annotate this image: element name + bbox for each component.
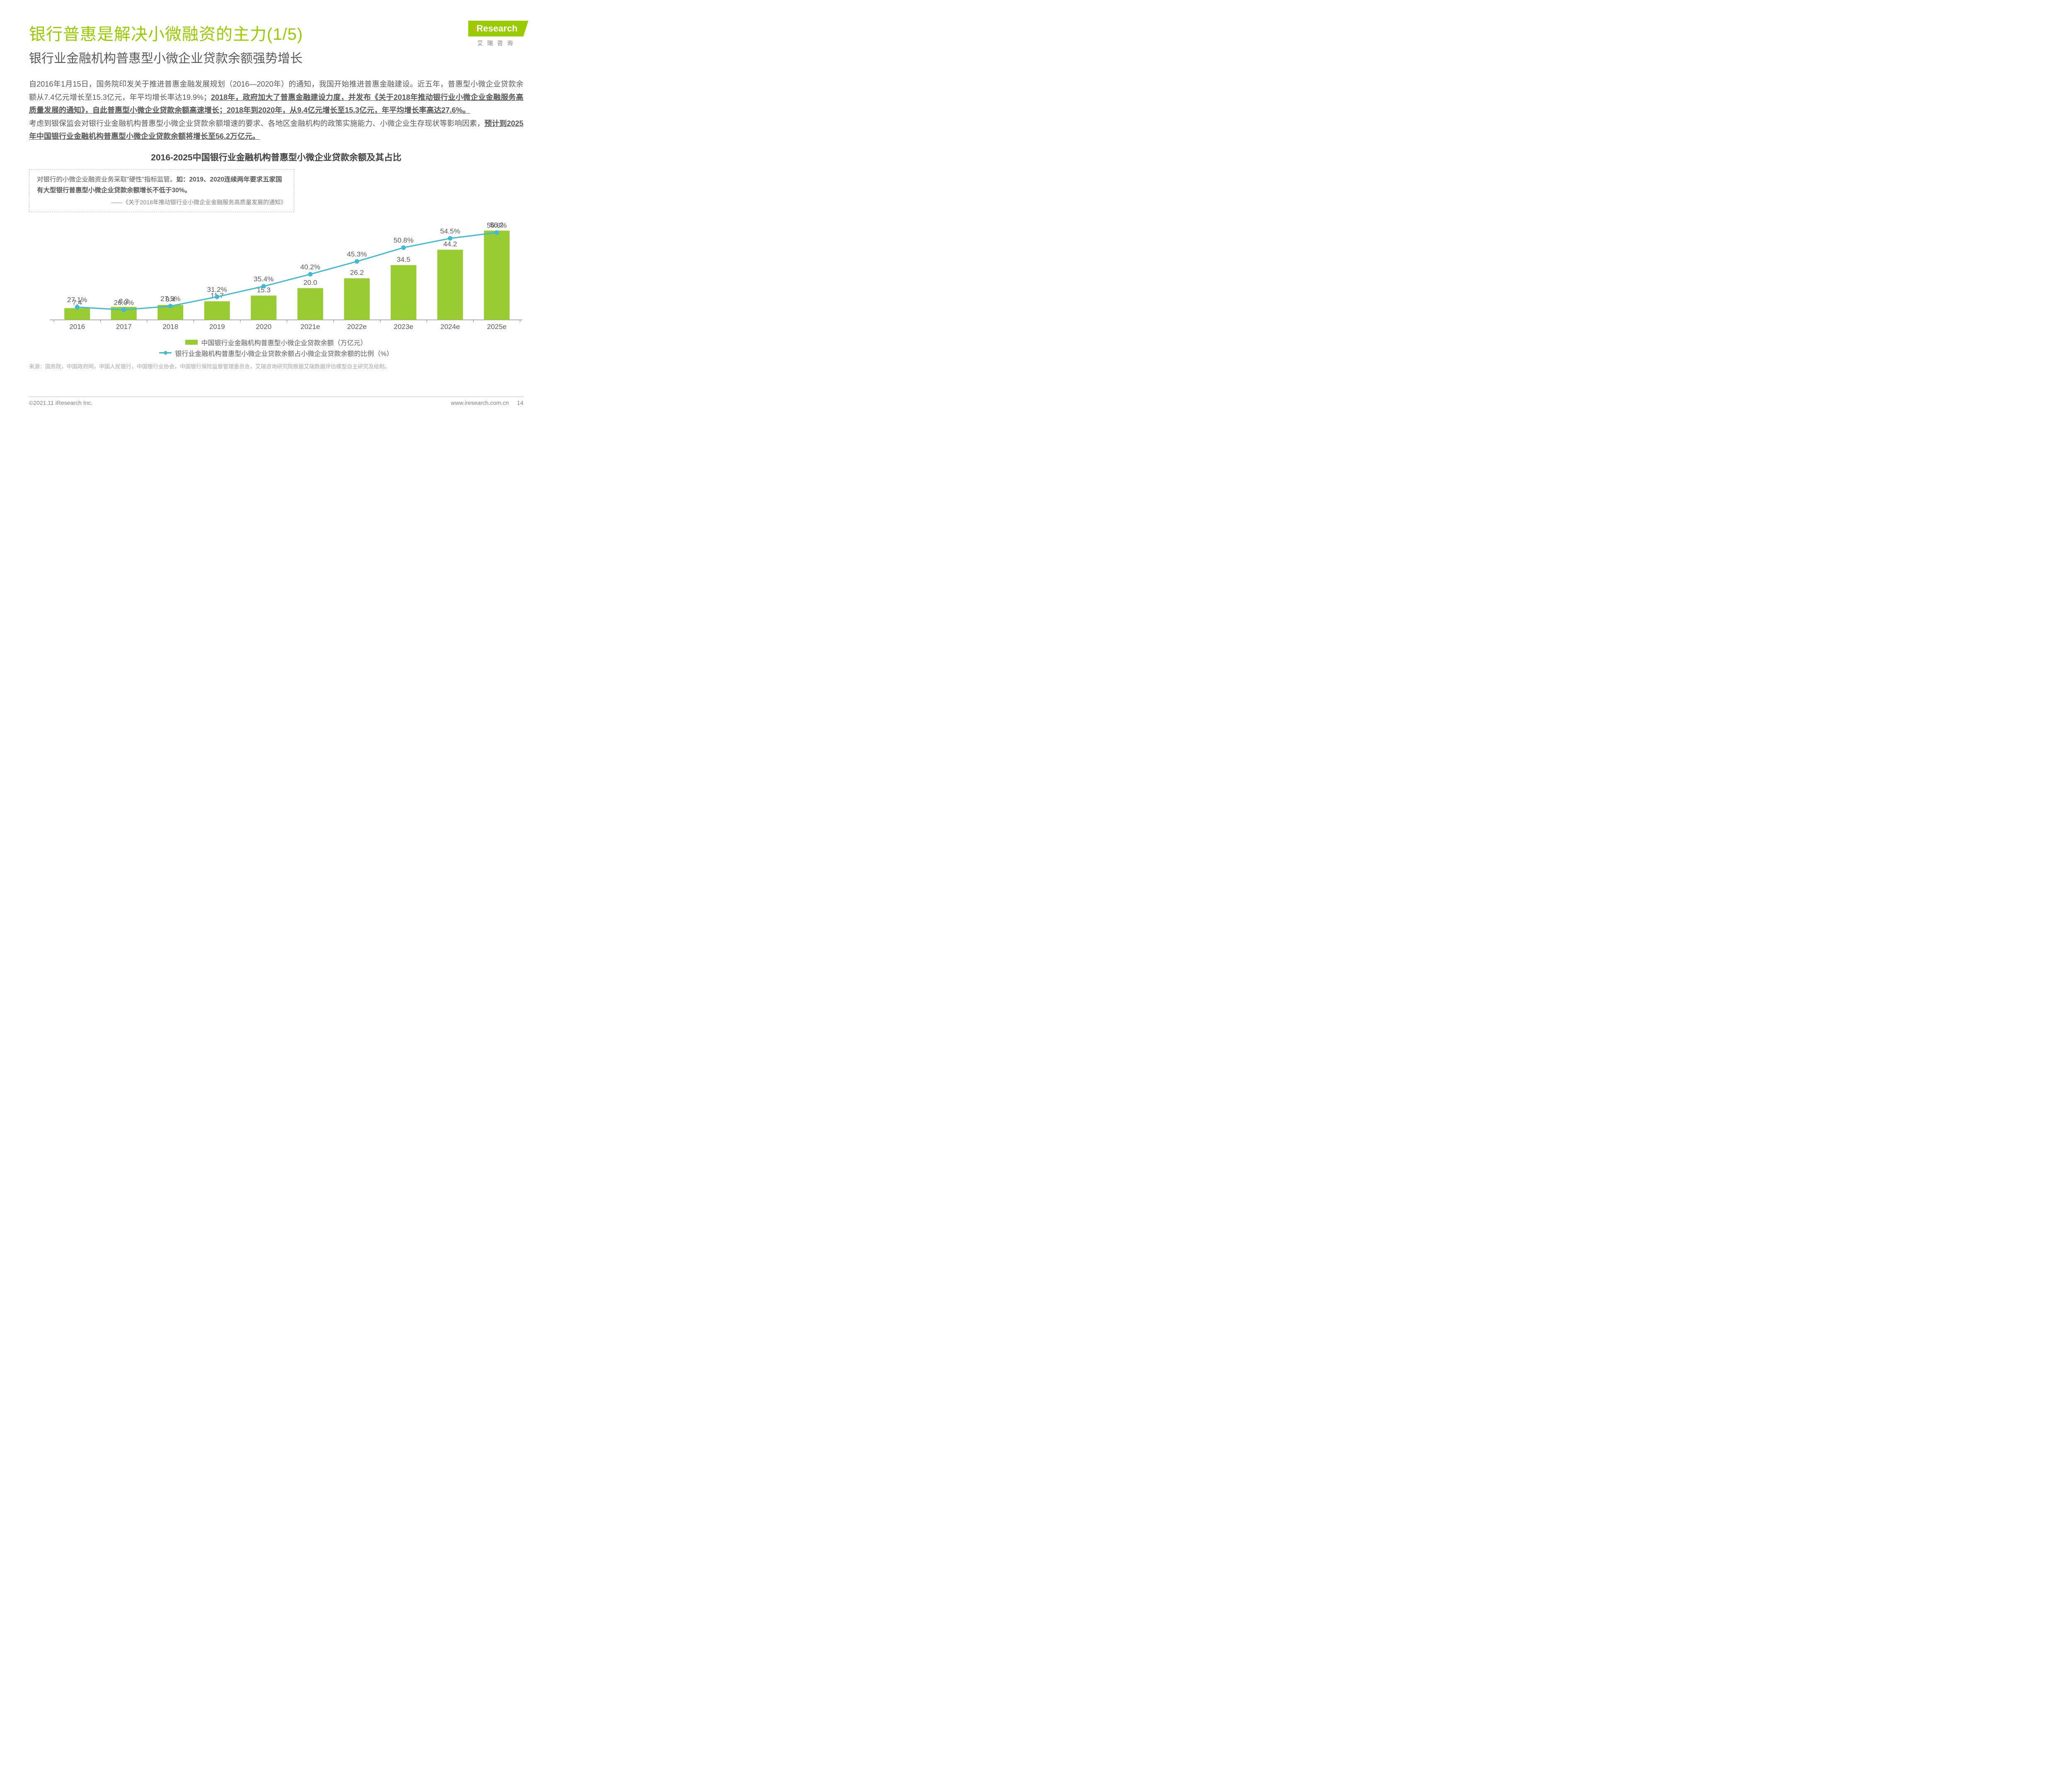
svg-text:26.2: 26.2: [350, 269, 364, 277]
combo-chart: 7.420168.220179.4201811.7201915.3202020.…: [29, 200, 523, 336]
svg-text:2017: 2017: [116, 323, 132, 331]
page-number: 14: [517, 399, 523, 406]
svg-text:44.2: 44.2: [443, 240, 457, 248]
page-subtitle: 银行业金融机构普惠型小微企业贷款余额强势增长: [29, 48, 523, 66]
svg-text:27.5%: 27.5%: [160, 295, 180, 303]
note-citation: ——《关于2018年推动银行业小微企业金融服务高质量发展的通知》: [37, 198, 286, 208]
chart-note-box: 对银行的小微企业融资业务采取"硬性"指标监管。如：2019、2020连续两年要求…: [29, 169, 294, 212]
svg-text:2024e: 2024e: [441, 323, 460, 331]
svg-text:26.0%: 26.0%: [114, 299, 134, 307]
legend-line-label: 银行业金融机构普惠型小微企业贷款余额占小微企业贷款余额的比例（%）: [175, 348, 393, 358]
legend-bar-label: 中国银行业金融机构普惠型小微企业贷款余额（万亿元）: [201, 337, 367, 347]
body-paragraph: 自2016年1月15日，国务院印发关于推进普惠金融发展规划（2016—2020年…: [29, 78, 523, 143]
legend-row-line: 银行业金融机构普惠型小微企业贷款余额占小微企业贷款余额的比例（%）: [29, 348, 523, 358]
svg-text:27.1%: 27.1%: [67, 296, 87, 304]
svg-text:2018: 2018: [162, 323, 178, 331]
legend-line-swatch: [159, 352, 172, 353]
logo-subtext: 艾瑞咨询: [468, 39, 523, 47]
chart-svg: 7.420168.220179.4201811.7201915.3202020.…: [29, 200, 523, 336]
chart-title: 2016-2025中国银行业金融机构普惠型小微企业贷款余额及其占比: [29, 151, 523, 163]
svg-text:2020: 2020: [256, 323, 271, 331]
svg-text:20.0: 20.0: [303, 278, 317, 286]
body-p2a: 考虑到银保监会对银行业金融机构普惠型小微企业贷款余额增速的要求、各地区金融机构的…: [29, 119, 484, 128]
header: iResearch 艾瑞咨询 银行普惠是解决小微融资的主力(1/5) 银行业金融…: [29, 21, 523, 66]
footer-right: www.iresearch.com.cn 14: [451, 399, 523, 406]
svg-text:2021e: 2021e: [300, 323, 320, 331]
svg-text:50.8%: 50.8%: [394, 237, 414, 244]
svg-text:31.2%: 31.2%: [207, 285, 227, 293]
svg-text:40.2%: 40.2%: [300, 263, 320, 271]
logo: iResearch 艾瑞咨询: [468, 21, 523, 47]
svg-text:45.3%: 45.3%: [347, 250, 367, 258]
footer-copyright: ©2021.11 iResearch Inc.: [29, 399, 92, 406]
footer-url: www.iresearch.com.cn: [451, 399, 509, 406]
svg-text:54.5%: 54.5%: [440, 227, 460, 235]
svg-text:2022e: 2022e: [347, 323, 367, 331]
svg-text:35.4%: 35.4%: [254, 275, 274, 283]
chart-legend: 中国银行业金融机构普惠型小微企业贷款余额（万亿元） 银行业金融机构普惠型小微企业…: [29, 337, 523, 358]
svg-text:34.5: 34.5: [397, 256, 410, 264]
svg-text:2016: 2016: [69, 323, 85, 331]
svg-text:56.8%: 56.8%: [487, 221, 507, 229]
svg-text:2025e: 2025e: [487, 323, 506, 331]
source-note: 来源：国务院，中国政府网，中国人民银行，中国银行业协会，中国银行保险监督管理委员…: [29, 362, 523, 370]
note-a: 对银行的小微企业融资业务采取"硬性"指标监管。: [37, 176, 177, 183]
logo-badge: iResearch: [468, 21, 523, 36]
page-title: 银行普惠是解决小微融资的主力(1/5): [29, 21, 523, 45]
legend-bar-swatch: [185, 340, 198, 345]
svg-text:2019: 2019: [209, 323, 225, 331]
legend-row-bar: 中国银行业金融机构普惠型小微企业贷款余额（万亿元）: [29, 337, 523, 347]
svg-text:2023e: 2023e: [394, 323, 413, 331]
footer: ©2021.11 iResearch Inc. www.iresearch.co…: [29, 397, 523, 406]
logo-text: Research: [477, 23, 518, 34]
